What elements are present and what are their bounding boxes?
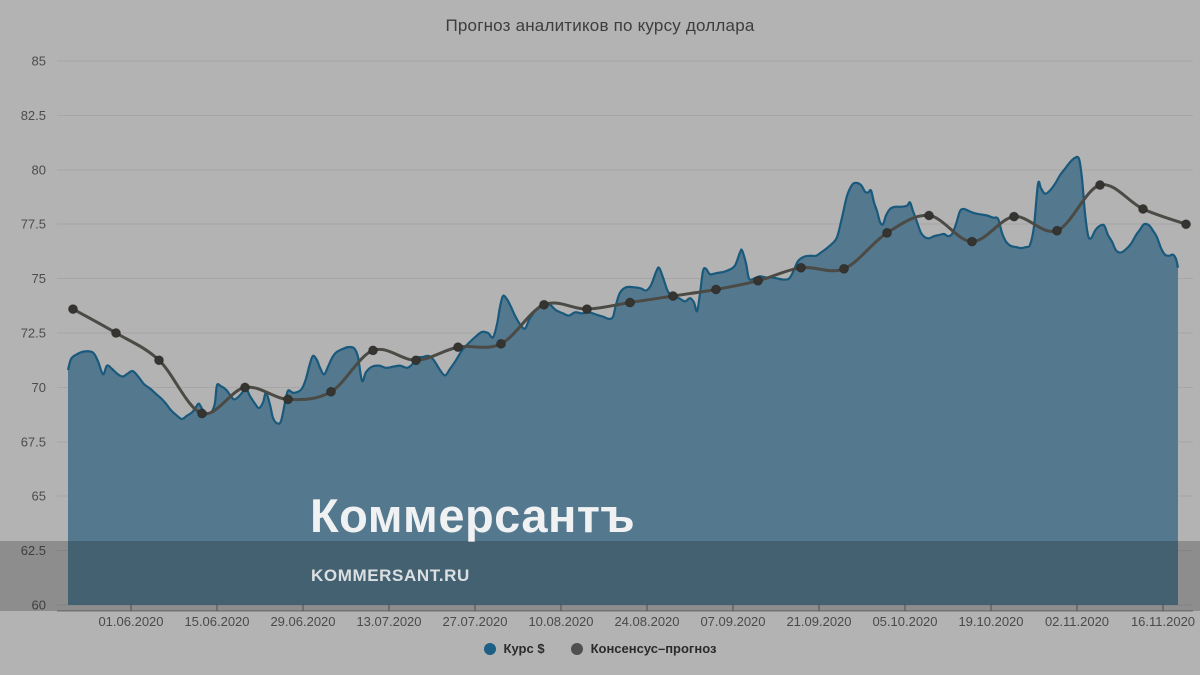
x-axis-label: 10.08.2020 <box>528 614 594 629</box>
x-axis-label: 27.07.2020 <box>442 614 508 629</box>
x-axis-label: 16.11.2020 <box>1130 614 1196 629</box>
y-axis-label: 70 <box>32 380 46 395</box>
page-title: Прогноз аналитиков по курсу доллара <box>445 16 755 35</box>
x-axis-label: 21.09.2020 <box>786 614 852 629</box>
x-axis-label: 24.08.2020 <box>614 614 680 629</box>
legend-item-consensus[interactable]: Консенсус–прогноз <box>570 641 717 656</box>
legend-item-kurs[interactable]: Курс $ <box>483 641 545 656</box>
x-axis-label: 01.06.2020 <box>98 614 164 629</box>
consensus-marker <box>796 262 806 273</box>
x-axis-label: 19.10.2020 <box>958 614 1024 629</box>
consensus-marker <box>668 291 678 302</box>
y-axis-label: 60 <box>32 598 46 613</box>
consensus-marker <box>240 382 250 393</box>
consensus-marker <box>1138 203 1148 214</box>
consensus-marker <box>839 263 849 274</box>
consensus-marker <box>539 299 549 310</box>
y-axis-label: 82.5 <box>21 108 46 123</box>
x-axis-label: 05.10.2020 <box>872 614 938 629</box>
consensus-marker <box>197 408 207 419</box>
consensus-marker <box>1095 180 1105 191</box>
consensus-marker <box>496 338 506 349</box>
y-axis-label: 67.5 <box>21 434 46 449</box>
consensus-marker <box>368 345 378 356</box>
y-axis-label: 80 <box>32 162 46 177</box>
y-axis-label: 65 <box>32 489 46 504</box>
kommersant-url-watermark: KOMMERSANT.RU <box>311 566 470 585</box>
consensus-marker <box>753 275 763 286</box>
x-axis-label: 29.06.2020 <box>270 614 336 629</box>
area-series-kurs <box>68 156 1178 605</box>
consensus-marker <box>68 304 78 315</box>
consensus-marker <box>1052 225 1062 236</box>
x-axis-label: 13.07.2020 <box>356 614 422 629</box>
consensus-marker <box>582 304 592 315</box>
x-axis-label: 15.06.2020 <box>184 614 250 629</box>
y-axis-label: 85 <box>32 54 46 69</box>
consensus-marker <box>453 342 463 353</box>
area-series-kurs-stroke <box>66 155 1180 425</box>
consensus-marker <box>326 386 336 397</box>
kommersant-logo-watermark: Коммерсантъ <box>310 489 636 542</box>
consensus-marker <box>625 297 635 308</box>
consensus-series-dot-icon <box>570 642 583 655</box>
x-axis-label: 07.09.2020 <box>700 614 766 629</box>
y-axis-label: 77.5 <box>21 217 46 232</box>
y-axis-label: 72.5 <box>21 326 46 341</box>
x-axis-label: 02.11.2020 <box>1044 614 1110 629</box>
consensus-marker <box>924 210 934 221</box>
consensus-marker <box>411 355 421 366</box>
consensus-marker <box>283 394 293 405</box>
y-axis-label: 75 <box>32 271 46 286</box>
consensus-marker <box>111 328 121 338</box>
consensus-marker <box>967 236 977 247</box>
legend-label-kurs: Курс $ <box>503 641 545 656</box>
legend-label-consensus: Консенсус–прогноз <box>590 641 717 656</box>
consensus-marker <box>1181 219 1191 230</box>
chart-legend: Курс $ Консенсус–прогноз <box>0 641 1200 656</box>
kurs-series-dot-icon <box>483 642 496 655</box>
consensus-marker <box>1009 211 1019 222</box>
consensus-marker <box>711 284 721 295</box>
consensus-marker <box>882 227 892 238</box>
consensus-marker <box>154 355 164 366</box>
y-axis-label: 62.5 <box>21 543 46 558</box>
watermark-band-overlay <box>0 541 1200 611</box>
